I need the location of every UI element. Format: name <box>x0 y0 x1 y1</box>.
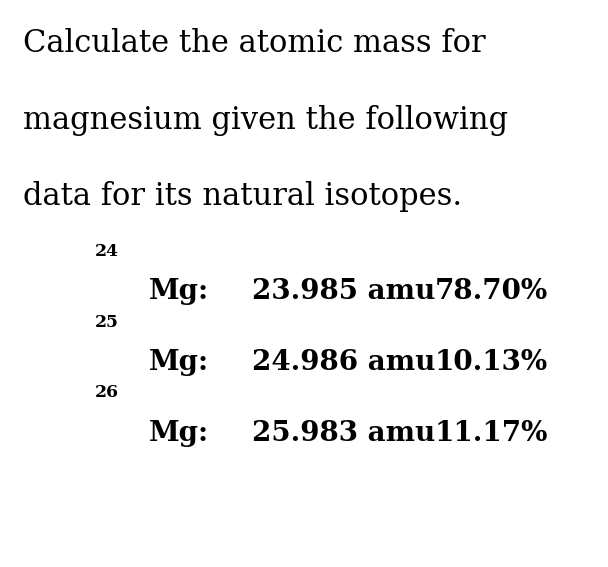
Text: 10.13%: 10.13% <box>435 349 548 376</box>
Text: 25: 25 <box>95 314 119 331</box>
Text: 24: 24 <box>94 243 119 260</box>
Text: 25.983 amu: 25.983 amu <box>252 420 436 447</box>
Text: Mg:: Mg: <box>149 349 209 376</box>
Text: 24.986 amu: 24.986 amu <box>252 349 436 376</box>
Text: 23.985 amu: 23.985 amu <box>252 278 436 305</box>
Text: 11.17%: 11.17% <box>435 420 548 447</box>
Text: data for its natural isotopes.: data for its natural isotopes. <box>23 181 462 213</box>
Text: 26: 26 <box>95 384 119 401</box>
Text: Calculate the atomic mass for: Calculate the atomic mass for <box>23 28 486 60</box>
Text: Mg:: Mg: <box>149 420 209 447</box>
Text: Mg:: Mg: <box>149 278 209 305</box>
Text: 78.70%: 78.70% <box>435 278 548 305</box>
Text: magnesium given the following: magnesium given the following <box>23 105 508 136</box>
